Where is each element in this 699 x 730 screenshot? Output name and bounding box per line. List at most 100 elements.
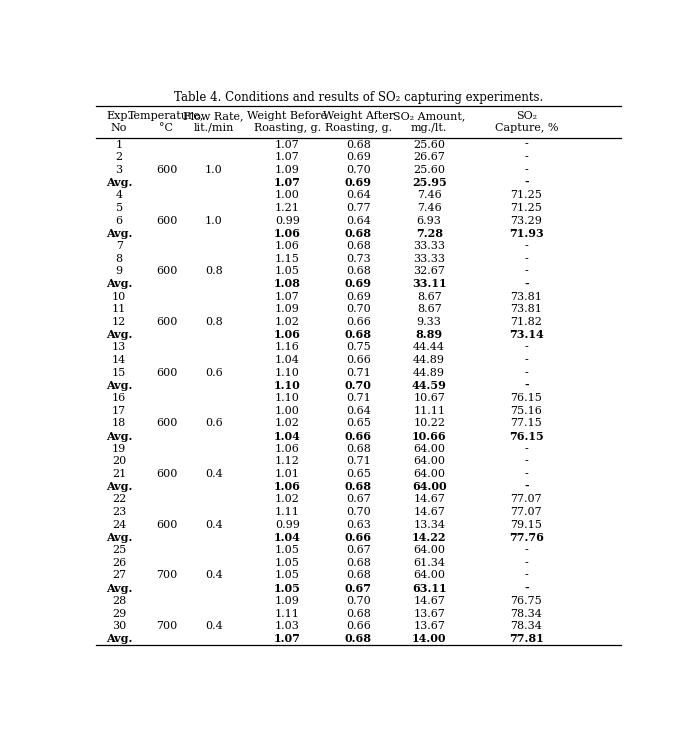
- Text: 19: 19: [112, 444, 127, 454]
- Text: 63.11: 63.11: [412, 583, 447, 593]
- Text: -: -: [524, 469, 528, 479]
- Text: 75.16: 75.16: [510, 406, 542, 415]
- Text: 0.66: 0.66: [346, 317, 370, 327]
- Text: 22: 22: [112, 494, 127, 504]
- Text: 1.04: 1.04: [274, 532, 301, 543]
- Text: -: -: [524, 570, 528, 580]
- Text: 1.00: 1.00: [275, 191, 300, 200]
- Text: 73.14: 73.14: [509, 329, 544, 340]
- Text: 0.69: 0.69: [346, 291, 370, 301]
- Text: 71.82: 71.82: [510, 317, 542, 327]
- Text: 25: 25: [112, 545, 127, 555]
- Text: 77.76: 77.76: [509, 532, 544, 543]
- Text: 8.89: 8.89: [416, 329, 442, 340]
- Text: 0.4: 0.4: [205, 469, 222, 479]
- Text: 1.11: 1.11: [275, 507, 300, 517]
- Text: Avg.: Avg.: [106, 481, 132, 492]
- Text: 16: 16: [112, 393, 127, 403]
- Text: 1.12: 1.12: [275, 456, 300, 466]
- Text: 0.63: 0.63: [346, 520, 370, 530]
- Text: 0.67: 0.67: [345, 583, 372, 593]
- Text: 64.00: 64.00: [413, 469, 445, 479]
- Text: 0.4: 0.4: [205, 520, 222, 530]
- Text: 1.10: 1.10: [275, 368, 300, 377]
- Text: 15: 15: [112, 368, 127, 377]
- Text: 78.34: 78.34: [510, 621, 542, 631]
- Text: 1.00: 1.00: [275, 406, 300, 415]
- Text: 1.21: 1.21: [275, 203, 300, 213]
- Text: 17: 17: [112, 406, 127, 415]
- Text: °C: °C: [159, 123, 173, 133]
- Text: 30: 30: [112, 621, 127, 631]
- Text: -: -: [524, 165, 528, 175]
- Text: 0.77: 0.77: [346, 203, 370, 213]
- Text: 13.67: 13.67: [413, 621, 445, 631]
- Text: 1.04: 1.04: [275, 355, 300, 365]
- Text: 79.15: 79.15: [510, 520, 542, 530]
- Text: Avg.: Avg.: [106, 380, 132, 391]
- Text: 0.66: 0.66: [345, 431, 372, 442]
- Text: 1.04: 1.04: [274, 431, 301, 442]
- Text: 0.66: 0.66: [345, 532, 372, 543]
- Text: 0.68: 0.68: [346, 570, 370, 580]
- Text: 0.68: 0.68: [345, 634, 372, 645]
- Text: 600: 600: [156, 317, 177, 327]
- Text: 26: 26: [112, 558, 127, 568]
- Text: 600: 600: [156, 368, 177, 377]
- Text: 0.8: 0.8: [205, 266, 222, 276]
- Text: 1.15: 1.15: [275, 253, 300, 264]
- Text: 23: 23: [112, 507, 127, 517]
- Text: 9: 9: [115, 266, 123, 276]
- Text: 76.15: 76.15: [510, 393, 542, 403]
- Text: Avg.: Avg.: [106, 583, 132, 593]
- Text: 77.81: 77.81: [509, 634, 544, 645]
- Text: 71.25: 71.25: [510, 191, 542, 200]
- Text: 0.68: 0.68: [346, 609, 370, 618]
- Text: 77.15: 77.15: [510, 418, 542, 429]
- Text: 71.93: 71.93: [509, 228, 544, 239]
- Text: 10.67: 10.67: [413, 393, 445, 403]
- Text: 14.22: 14.22: [412, 532, 447, 543]
- Text: 28: 28: [112, 596, 127, 606]
- Text: 77.07: 77.07: [510, 494, 542, 504]
- Text: 1.10: 1.10: [275, 393, 300, 403]
- Text: 600: 600: [156, 266, 177, 276]
- Text: 0.65: 0.65: [346, 469, 370, 479]
- Text: 0.68: 0.68: [346, 444, 370, 454]
- Text: 0.99: 0.99: [275, 215, 300, 226]
- Text: 1.09: 1.09: [275, 165, 300, 175]
- Text: -: -: [524, 368, 528, 377]
- Text: -: -: [524, 380, 528, 391]
- Text: -: -: [524, 152, 528, 162]
- Text: 1.08: 1.08: [274, 278, 301, 290]
- Text: Avg.: Avg.: [106, 634, 132, 645]
- Text: 8.67: 8.67: [417, 304, 442, 315]
- Text: 1.05: 1.05: [274, 583, 301, 593]
- Text: 13.34: 13.34: [413, 520, 445, 530]
- Text: 33.33: 33.33: [413, 253, 445, 264]
- Text: -: -: [524, 583, 528, 593]
- Text: 21: 21: [112, 469, 127, 479]
- Text: 0.6: 0.6: [205, 368, 222, 377]
- Text: 10.66: 10.66: [412, 431, 447, 442]
- Text: 7.28: 7.28: [416, 228, 442, 239]
- Text: -: -: [524, 139, 528, 150]
- Text: 73.29: 73.29: [510, 215, 542, 226]
- Text: 44.44: 44.44: [413, 342, 445, 353]
- Text: lit./min: lit./min: [194, 123, 234, 133]
- Text: 1.03: 1.03: [275, 621, 300, 631]
- Text: 0.66: 0.66: [346, 621, 370, 631]
- Text: 64.00: 64.00: [413, 444, 445, 454]
- Text: Weight Before: Weight Before: [247, 111, 327, 121]
- Text: 44.89: 44.89: [413, 368, 445, 377]
- Text: 14: 14: [112, 355, 127, 365]
- Text: 25.60: 25.60: [413, 165, 445, 175]
- Text: 1.09: 1.09: [275, 304, 300, 315]
- Text: -: -: [524, 456, 528, 466]
- Text: 20: 20: [112, 456, 127, 466]
- Text: 64.00: 64.00: [413, 545, 445, 555]
- Text: 0.66: 0.66: [346, 355, 370, 365]
- Text: 1.05: 1.05: [275, 570, 300, 580]
- Text: 25.95: 25.95: [412, 177, 447, 188]
- Text: 24: 24: [112, 520, 127, 530]
